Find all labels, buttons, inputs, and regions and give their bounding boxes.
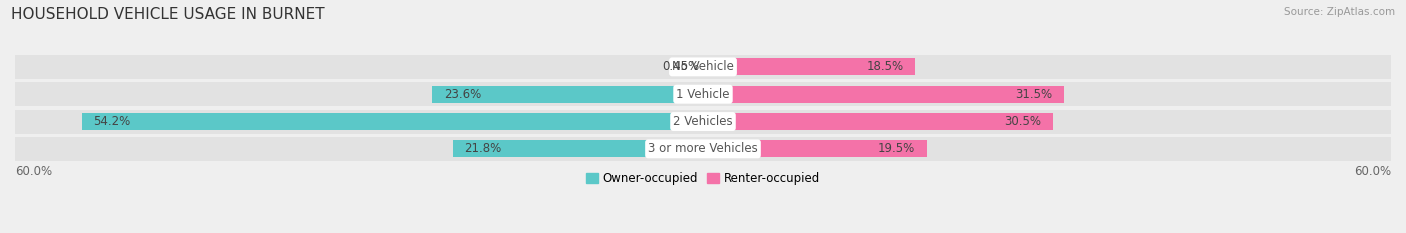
Text: 30.5%: 30.5%: [1004, 115, 1042, 128]
Bar: [15, 137, 1391, 161]
Bar: [703, 113, 1053, 130]
Legend: Owner-occupied, Renter-occupied: Owner-occupied, Renter-occupied: [586, 172, 820, 185]
Text: Source: ZipAtlas.com: Source: ZipAtlas.com: [1284, 7, 1395, 17]
Text: 2 Vehicles: 2 Vehicles: [673, 115, 733, 128]
Text: 3 or more Vehicles: 3 or more Vehicles: [648, 142, 758, 155]
Text: 60.0%: 60.0%: [15, 165, 52, 178]
Text: 18.5%: 18.5%: [866, 60, 904, 73]
Bar: [703, 58, 915, 75]
Bar: [15, 55, 1391, 79]
Bar: [697, 58, 703, 75]
Bar: [433, 86, 703, 103]
Bar: [453, 140, 703, 157]
Text: 19.5%: 19.5%: [877, 142, 915, 155]
Text: HOUSEHOLD VEHICLE USAGE IN BURNET: HOUSEHOLD VEHICLE USAGE IN BURNET: [11, 7, 325, 22]
Bar: [82, 113, 703, 130]
Text: 0.45%: 0.45%: [662, 60, 700, 73]
Text: 31.5%: 31.5%: [1015, 88, 1053, 101]
Text: 1 Vehicle: 1 Vehicle: [676, 88, 730, 101]
Bar: [703, 140, 927, 157]
Text: 23.6%: 23.6%: [444, 88, 481, 101]
Text: 21.8%: 21.8%: [464, 142, 502, 155]
Bar: [15, 110, 1391, 134]
Text: 54.2%: 54.2%: [93, 115, 131, 128]
Text: No Vehicle: No Vehicle: [672, 60, 734, 73]
Bar: [703, 86, 1064, 103]
Text: 60.0%: 60.0%: [1354, 165, 1391, 178]
Bar: [15, 82, 1391, 106]
